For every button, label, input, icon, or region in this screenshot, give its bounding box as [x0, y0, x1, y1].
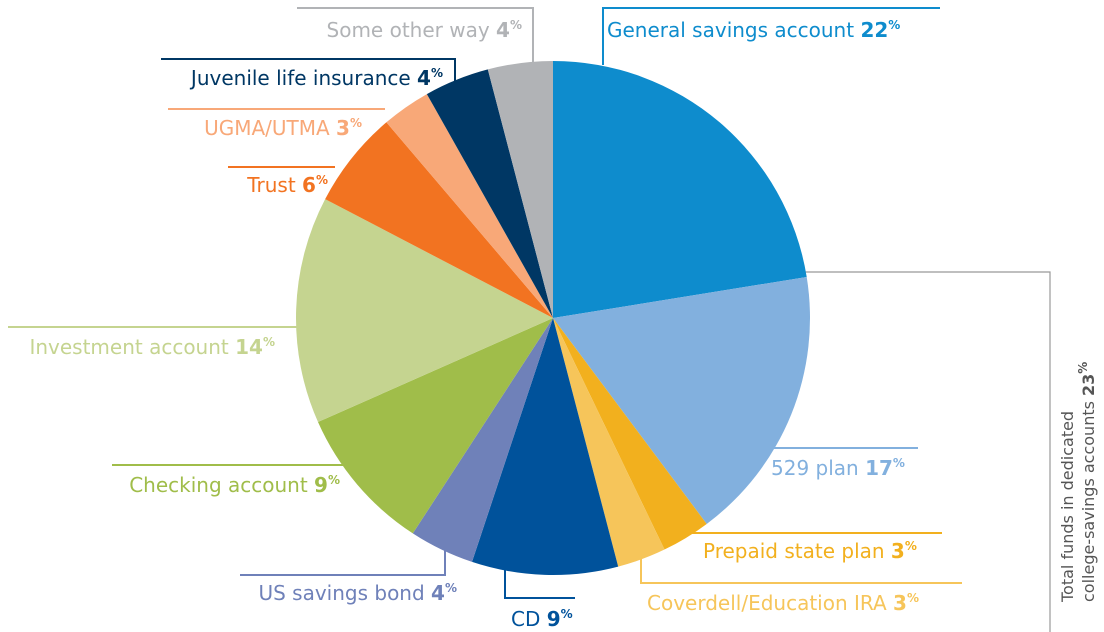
unit: %	[328, 473, 340, 487]
category-name: Some other way	[327, 18, 490, 42]
category-name: Investment account	[29, 335, 228, 359]
slice	[325, 122, 553, 319]
leader-line	[602, 7, 940, 65]
category-name: Checking account	[129, 473, 308, 497]
leader-line	[640, 555, 962, 584]
value-label: 3	[891, 539, 905, 563]
annotation-line: college-savings accounts 23%	[1076, 362, 1098, 602]
slice-label: Some other way 4%	[327, 18, 522, 42]
slice	[386, 94, 553, 318]
slice	[553, 318, 665, 567]
annotation-line: Total funds in dedicated	[1058, 411, 1077, 603]
value-label: 14	[235, 335, 263, 359]
slice	[553, 318, 707, 550]
category-name: Trust	[246, 173, 296, 197]
category-name: 529 plan	[771, 456, 859, 480]
value-label: 3	[893, 591, 907, 615]
unit: %	[350, 116, 362, 130]
category-name: Juvenile life insurance	[189, 66, 411, 90]
slice	[472, 318, 619, 575]
category-name: UGMA/UTMA	[204, 116, 330, 140]
slice-label: Juvenile life insurance 4%	[189, 66, 443, 90]
slice	[487, 61, 553, 318]
value-label: 22	[860, 18, 888, 42]
leader-line	[504, 570, 575, 599]
unit: %	[561, 607, 573, 621]
slice	[317, 318, 553, 534]
unit: %	[445, 581, 457, 595]
unit: %	[893, 456, 905, 470]
slice-label: 529 plan 17%	[771, 456, 905, 480]
value-label: 4	[496, 18, 510, 42]
leader-line	[240, 548, 446, 576]
category-name: General savings account	[607, 18, 854, 42]
unit: %	[888, 18, 900, 32]
leader-line	[297, 7, 534, 62]
leader-line	[161, 58, 456, 85]
slice-label: US savings bond 4%	[258, 581, 457, 605]
bracket-line	[805, 271, 1051, 632]
slice	[553, 276, 810, 524]
value-label: 9	[547, 607, 561, 631]
slice-label: Prepaid state plan 3%	[703, 539, 917, 563]
slice	[412, 318, 553, 562]
value-label: 4	[431, 581, 445, 605]
annotation-unit: %	[1076, 362, 1090, 374]
slice-label: Trust 6%	[246, 173, 328, 197]
annotation-text: college-savings accounts	[1079, 401, 1098, 602]
category-name: CD	[511, 607, 540, 631]
slice	[426, 69, 553, 319]
value-label: 9	[314, 473, 328, 497]
unit: %	[905, 539, 917, 553]
value-label: 17	[865, 456, 893, 480]
slice-label: Checking account 9%	[129, 473, 340, 497]
value-label: 6	[302, 173, 316, 197]
annotation-value: 23	[1079, 374, 1098, 396]
category-name: Coverdell/Education IRA	[647, 591, 887, 615]
unit: %	[316, 173, 328, 187]
slice-label: CD 9%	[511, 607, 573, 631]
value-label: 3	[336, 116, 350, 140]
category-name: US savings bond	[258, 581, 424, 605]
slice-label: UGMA/UTMA 3%	[204, 116, 362, 140]
slice-label: Coverdell/Education IRA 3%	[647, 591, 919, 615]
slice	[553, 61, 807, 318]
slice	[296, 199, 553, 423]
slice-label: General savings account 22%	[607, 18, 900, 42]
unit: %	[510, 18, 522, 32]
unit: %	[907, 591, 919, 605]
unit: %	[431, 66, 443, 80]
unit: %	[263, 335, 275, 349]
value-label: 4	[417, 66, 431, 90]
slice-label: Investment account 14%	[29, 335, 275, 359]
leader-line	[682, 520, 942, 534]
category-name: Prepaid state plan	[703, 539, 885, 563]
